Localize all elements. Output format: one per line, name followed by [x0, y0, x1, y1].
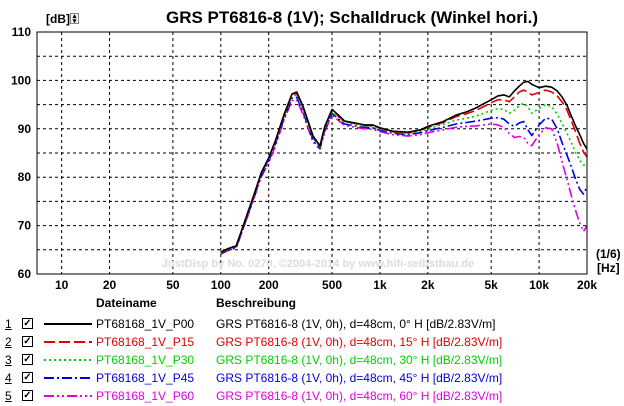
x-tick-label: 500 [322, 278, 342, 292]
legend-description: GRS PT6816-8 (1V, 0h), d=48cm, 15° H [dB… [216, 335, 503, 349]
y-tick-label: 100 [11, 73, 31, 87]
legend-row[interactable]: 1 ✓ PT68168_1V_P00 GRS PT6816-8 (1V, 0h), d… [0, 315, 624, 333]
x-tick-label: 10k [529, 278, 549, 292]
legend-row[interactable]: 4 ✓ PT68168_1V_P45 GRS PT6816-8 (1V, 0h), d… [0, 369, 624, 387]
x-tick-label: 5k [485, 278, 499, 292]
legend-line-sample [44, 341, 92, 343]
legend-index[interactable]: 2 [5, 335, 12, 349]
legend-checkbox[interactable]: ✓ [22, 318, 33, 329]
plot-border [36, 31, 588, 275]
legend-index[interactable]: 5 [5, 389, 12, 403]
x-tick-label: 20k [577, 278, 597, 292]
series-line-1 [220, 80, 588, 253]
legend-row[interactable]: 3 ✓ PT68168_1V_P30 GRS PT6816-8 (1V, 0h), d… [0, 351, 624, 369]
legend-header-desc: Beschreibung [216, 296, 297, 310]
legend-checkbox[interactable]: ✓ [22, 354, 33, 365]
y-tick-label: 90 [18, 122, 32, 136]
x-unit-top: (1/6) [596, 247, 621, 261]
y-unit-label: [dB] [46, 12, 70, 26]
x-unit-bottom: [Hz] [597, 261, 620, 275]
y-tick-label: 60 [18, 267, 32, 281]
legend-checkbox[interactable]: ✓ [22, 390, 33, 401]
legend-line-sample [44, 359, 92, 361]
y-tick-label: 80 [18, 170, 32, 184]
legend-description: GRS PT6816-8 (1V, 0h), d=48cm, 45° H [dB… [216, 371, 503, 385]
legend-filename: PT68168_1V_P60 [96, 389, 195, 403]
curves [220, 80, 588, 255]
y-tick-label: 70 [18, 219, 32, 233]
legend: Dateiname Beschreibung 1 ✓ PT68168_1V_P00 G… [0, 296, 624, 406]
legend-header-name: Dateiname [96, 296, 157, 310]
series-line-2 [220, 89, 588, 254]
legend-row[interactable]: 2 ✓ PT68168_1V_P15 GRS PT6816-8 (1V, 0h), d… [0, 333, 624, 351]
legend-line-sample [44, 377, 92, 379]
legend-checkbox[interactable]: ✓ [22, 336, 33, 347]
legend-index[interactable]: 1 [5, 317, 12, 331]
y-unit-control[interactable]: [dB] ▴ ▾ [46, 11, 82, 27]
series-line-3 [220, 94, 587, 254]
legend-line-sample [44, 323, 92, 325]
legend-description: GRS PT6816-8 (1V, 0h), d=48cm, 60° H [dB… [216, 389, 503, 403]
chart-title: GRS PT6816-8 (1V); Schalldruck (Winkel h… [166, 8, 538, 27]
y-unit-spinner[interactable]: ▴ ▾ [70, 13, 79, 25]
x-tick-label: 20 [103, 278, 117, 292]
x-tick-label: 10 [55, 278, 69, 292]
legend-description: GRS PT6816-8 (1V, 0h), d=48cm, 0° H [dB/… [216, 317, 496, 331]
legend-filename: PT68168_1V_P30 [96, 353, 195, 367]
grid [37, 32, 587, 274]
x-tick-label: 2k [421, 278, 435, 292]
axis-labels: 60 70 80 90 100 110 10 20 50 100 200 500 1k 2k 5k 10k 20… [11, 25, 597, 292]
x-tick-label: 100 [211, 278, 231, 292]
legend-line-sample [44, 395, 92, 397]
legend-checkbox[interactable]: ✓ [22, 372, 33, 383]
legend-index[interactable]: 4 [5, 371, 12, 385]
legend-index[interactable]: 3 [5, 353, 12, 367]
frequency-response-chart: GRS PT6816-8 (1V); Schalldruck (Winkel h… [11, 8, 621, 292]
x-tick-label: 200 [259, 278, 279, 292]
legend-description: GRS PT6816-8 (1V, 0h), d=48cm, 30° H [dB… [216, 353, 503, 367]
legend-filename: PT68168_1V_P45 [96, 371, 195, 385]
x-tick-label: 50 [166, 278, 180, 292]
legend-filename: PT68168_1V_P00 [96, 317, 195, 331]
x-tick-label: 1k [373, 278, 387, 292]
watermark: JustDisp by No. 0270, ©2004-2014 by www.… [162, 258, 474, 270]
series-line-4 [220, 96, 588, 255]
series-line-5 [220, 99, 588, 255]
legend-filename: PT68168_1V_P15 [96, 335, 195, 349]
y-tick-label: 110 [12, 25, 32, 39]
legend-row[interactable]: 5 ✓ PT68168_1V_P60 GRS PT6816-8 (1V, 0h), d… [0, 387, 624, 405]
